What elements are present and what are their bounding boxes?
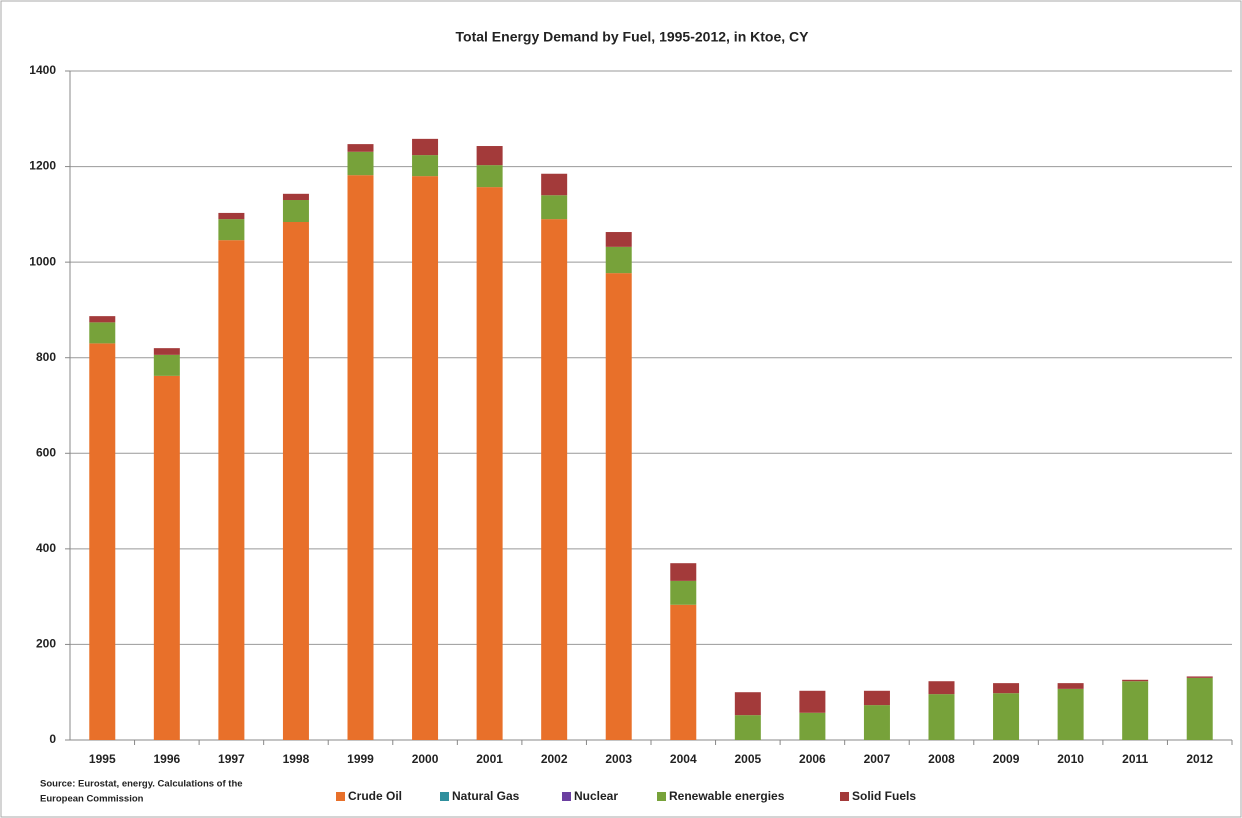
bar-segment xyxy=(605,273,632,740)
y-tick-label: 400 xyxy=(36,541,56,555)
bar-segment xyxy=(1122,679,1149,682)
bar-segment xyxy=(476,165,503,188)
bar-segment xyxy=(412,176,439,741)
bar-segment xyxy=(476,187,503,741)
bar-segment xyxy=(605,232,632,247)
x-tick-label: 2001 xyxy=(476,752,503,766)
bar-segment xyxy=(153,375,180,740)
bar-segment xyxy=(1186,677,1213,740)
bar-segment xyxy=(1186,676,1213,678)
y-tick-label: 600 xyxy=(36,445,56,459)
bar-segment xyxy=(799,690,826,713)
bar-segment xyxy=(476,146,503,166)
legend-swatch xyxy=(336,792,345,801)
x-tick-label: 2008 xyxy=(928,752,955,766)
x-tick-label: 1996 xyxy=(153,752,180,766)
bar-segment xyxy=(928,694,955,740)
bar-segment xyxy=(89,343,116,740)
bar-segment xyxy=(153,354,180,376)
bar-segment xyxy=(89,316,116,323)
bar-segment xyxy=(282,200,309,223)
x-tick-label: 1998 xyxy=(283,752,310,766)
source-note: European Commission xyxy=(40,794,144,805)
bar-segment xyxy=(928,681,955,695)
legend-label: Nuclear xyxy=(574,789,618,803)
y-tick-label: 0 xyxy=(49,732,56,746)
x-tick-label: 2010 xyxy=(1057,752,1084,766)
bar-segment xyxy=(799,712,826,740)
bar-segment xyxy=(347,151,374,176)
legend-swatch xyxy=(657,792,666,801)
bar-segment xyxy=(605,246,632,274)
bar-segment xyxy=(347,144,374,152)
x-tick-label: 2003 xyxy=(605,752,632,766)
x-tick-label: 2009 xyxy=(993,752,1020,766)
bar-segment xyxy=(218,240,245,740)
x-tick-label: 2007 xyxy=(864,752,891,766)
x-tick-label: 2004 xyxy=(670,752,697,766)
source-note: Source: Eurostat, energy. Calculations o… xyxy=(40,779,243,790)
bar-segment xyxy=(1057,688,1084,740)
bar-segment xyxy=(863,705,890,740)
x-tick-label: 2011 xyxy=(1122,752,1148,766)
bar-segment xyxy=(734,715,761,740)
bar-segment xyxy=(218,219,245,241)
bar-segment xyxy=(863,690,890,706)
legend-label: Natural Gas xyxy=(452,789,520,803)
bar-segment xyxy=(541,195,568,220)
bar-segment xyxy=(1122,681,1149,740)
y-tick-label: 200 xyxy=(36,637,56,651)
y-tick-label: 1400 xyxy=(29,63,56,77)
bar-segment xyxy=(670,580,697,605)
bar-segment xyxy=(153,348,180,355)
bar-segment xyxy=(993,683,1020,694)
bar-segment xyxy=(541,219,568,740)
legend-swatch xyxy=(840,792,849,801)
legend-label: Solid Fuels xyxy=(852,789,916,803)
x-tick-label: 2005 xyxy=(734,752,761,766)
legend-label: Crude Oil xyxy=(348,789,402,803)
x-tick-label: 1997 xyxy=(218,752,245,766)
bar-segment xyxy=(993,693,1020,740)
y-tick-label: 1200 xyxy=(29,159,56,173)
x-tick-label: 2002 xyxy=(541,752,568,766)
x-tick-label: 2006 xyxy=(799,752,826,766)
bar-segment xyxy=(670,604,697,740)
bar-segment xyxy=(541,173,568,196)
legend-label: Renewable energies xyxy=(669,789,785,803)
x-tick-label: 1999 xyxy=(347,752,374,766)
bar-segment xyxy=(412,155,439,177)
bar-segment xyxy=(734,692,761,716)
y-tick-label: 800 xyxy=(36,350,56,364)
bar-segment xyxy=(218,212,245,220)
bar-segment xyxy=(347,175,374,740)
chart-title: Total Energy Demand by Fuel, 1995-2012, … xyxy=(456,29,810,45)
bar-segment xyxy=(670,563,697,581)
bar-segment xyxy=(282,222,309,740)
legend-swatch xyxy=(440,792,449,801)
x-tick-label: 2000 xyxy=(412,752,439,766)
legend-swatch xyxy=(562,792,571,801)
x-tick-label: 2012 xyxy=(1186,752,1213,766)
bar-segment xyxy=(282,193,309,201)
y-tick-label: 1000 xyxy=(29,254,56,268)
x-tick-label: 1995 xyxy=(89,752,116,766)
bar-segment xyxy=(1057,683,1084,689)
bar-segment xyxy=(89,322,116,344)
bar-segment xyxy=(412,138,439,156)
